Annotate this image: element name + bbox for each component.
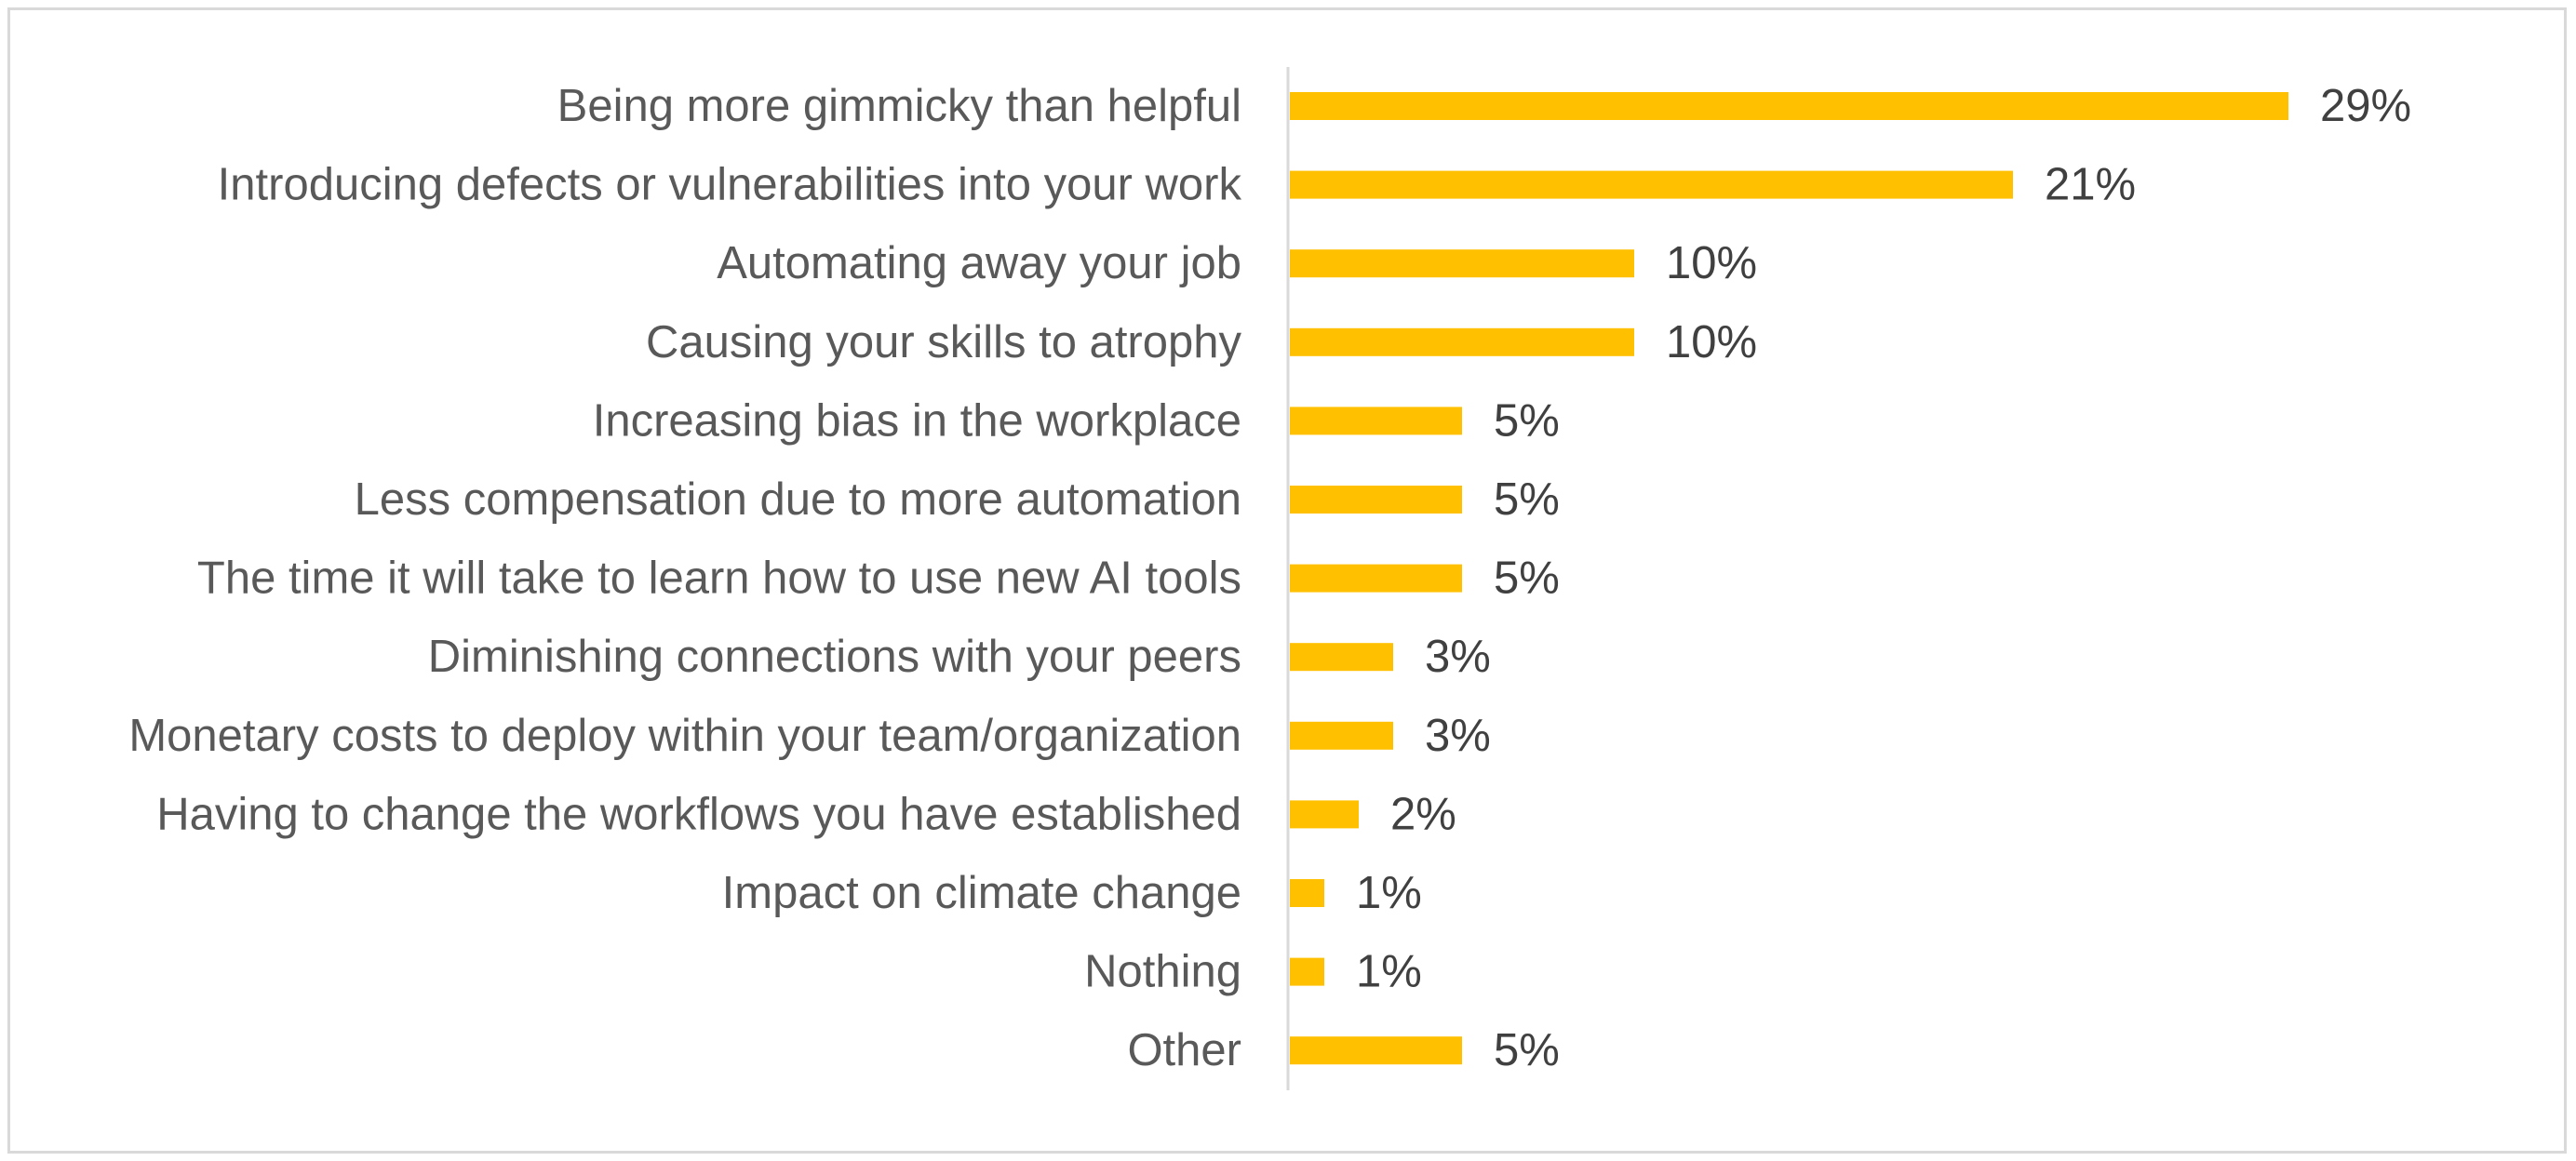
category-labels-group: Being more gimmicky than helpful Introduc… (128, 81, 1241, 1075)
data-label: 3% (1425, 711, 1491, 761)
bar (1290, 1036, 1462, 1065)
category-label: Causing your skills to atrophy (646, 317, 1242, 367)
bar (1290, 92, 2288, 120)
data-label: 5% (1494, 474, 1560, 525)
category-label: The time it will take to learn how to us… (197, 554, 1241, 604)
data-label: 5% (1494, 554, 1560, 604)
bar (1290, 249, 1634, 278)
data-label: 5% (1494, 1025, 1560, 1075)
bar (1290, 957, 1324, 986)
data-label: 10% (1666, 238, 1757, 288)
bar (1290, 879, 1324, 907)
data-label: 1% (1356, 947, 1422, 997)
data-label: 29% (2320, 81, 2411, 131)
category-label: Automating away your job (717, 238, 1241, 288)
data-label: 10% (1666, 317, 1757, 367)
data-label: 5% (1494, 395, 1560, 446)
category-label: Introducing defects or vulnerabilities i… (218, 160, 1242, 210)
category-label: Increasing bias in the workplace (593, 395, 1241, 446)
category-label: Diminishing connections with your peers (428, 632, 1241, 682)
category-label: Nothing (1084, 947, 1241, 997)
category-label: Less compensation due to more automation (355, 474, 1241, 525)
category-label: Other (1127, 1025, 1241, 1075)
bar (1290, 800, 1359, 829)
bar (1290, 170, 2013, 199)
data-label: 3% (1425, 632, 1491, 682)
bar (1290, 721, 1393, 750)
bar (1290, 643, 1393, 672)
bar (1290, 564, 1462, 593)
bar (1290, 486, 1462, 514)
bar (1290, 407, 1462, 435)
bar (1290, 327, 1634, 356)
data-label: 2% (1390, 789, 1456, 839)
value-labels-group: 29%21%10%10%5%5%5%3%3%2%1%1%5% (1356, 81, 2411, 1075)
category-label: Being more gimmicky than helpful (557, 81, 1241, 131)
data-label: 1% (1356, 868, 1422, 918)
category-label: Monetary costs to deploy within your tea… (128, 711, 1241, 761)
category-label: Impact on climate change (722, 868, 1241, 918)
category-label: Having to change the workflows you have … (156, 789, 1241, 839)
data-label: 21% (2045, 160, 2136, 210)
bars-group (1290, 92, 2288, 1065)
